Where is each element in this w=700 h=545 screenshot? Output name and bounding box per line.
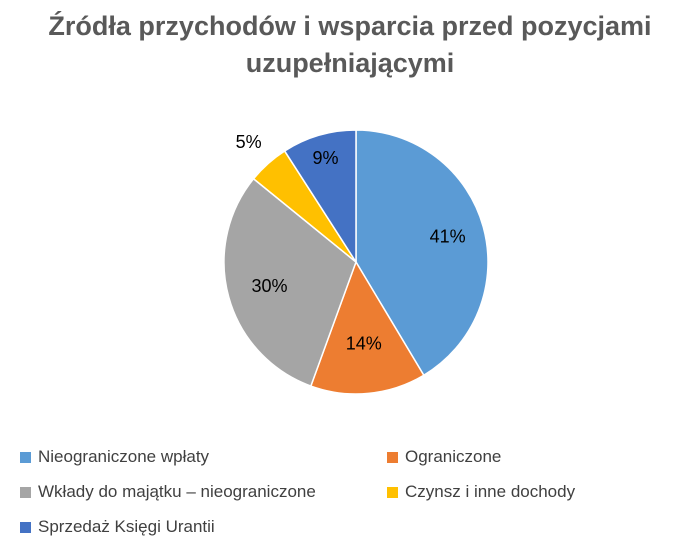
legend-label: Sprzedaż Księgi Urantii	[38, 517, 215, 536]
pie-slice-ograniczone	[309, 260, 425, 395]
legend-item-czynsz: Czynsz i inne dochody	[387, 482, 575, 502]
data-label-czynsz: 5%	[236, 132, 262, 152]
legend-label: Czynsz i inne dochody	[405, 482, 576, 501]
pie-slice-nieograniczone-wplaty	[355, 129, 489, 377]
legend-item-nieograniczone-wplaty: Nieograniczone wpłaty	[20, 447, 209, 467]
chart-title: Źródła przychodów i wsparcia przed pozyc…	[20, 8, 680, 82]
pie-slices	[223, 129, 489, 395]
legend-swatch	[387, 486, 398, 498]
legend-swatch	[20, 451, 31, 463]
legend-swatch	[387, 451, 398, 463]
pie-slice-sprzedaz-ksiegi	[283, 129, 357, 265]
data-label-wklady-do-majatku: 30%	[251, 276, 287, 296]
pie-chart: 41% 14% 30% 5% 9%	[223, 129, 489, 395]
legend-item-sprzedaz-ksiegi: Sprzedaż Księgi Urantii	[20, 517, 215, 537]
data-label-nieograniczone-wplaty: 41%	[430, 227, 466, 247]
data-label-ograniczone: 14%	[346, 333, 382, 353]
legend-item-ograniczone: Ograniczone	[387, 447, 501, 467]
legend-label: Wkłady do majątku – nieograniczone	[38, 482, 316, 501]
legend-item-wklady-do-majatku: Wkłady do majątku – nieograniczone	[20, 482, 316, 502]
legend-label: Ograniczone	[405, 447, 502, 466]
data-label-sprzedaz-ksiegi: 9%	[312, 148, 338, 168]
chart-title-line-2: uzupełniającymi	[245, 48, 455, 78]
legend-label: Nieograniczone wpłaty	[38, 447, 210, 466]
chart-title-line-1: Źródła przychodów i wsparcia przed pozyc…	[48, 11, 652, 41]
pie-slice-wklady-do-majatku	[223, 177, 357, 388]
legend-swatch	[20, 521, 31, 533]
legend-swatch	[20, 486, 31, 498]
pie-data-labels: 41% 14% 30% 5% 9%	[236, 132, 466, 353]
